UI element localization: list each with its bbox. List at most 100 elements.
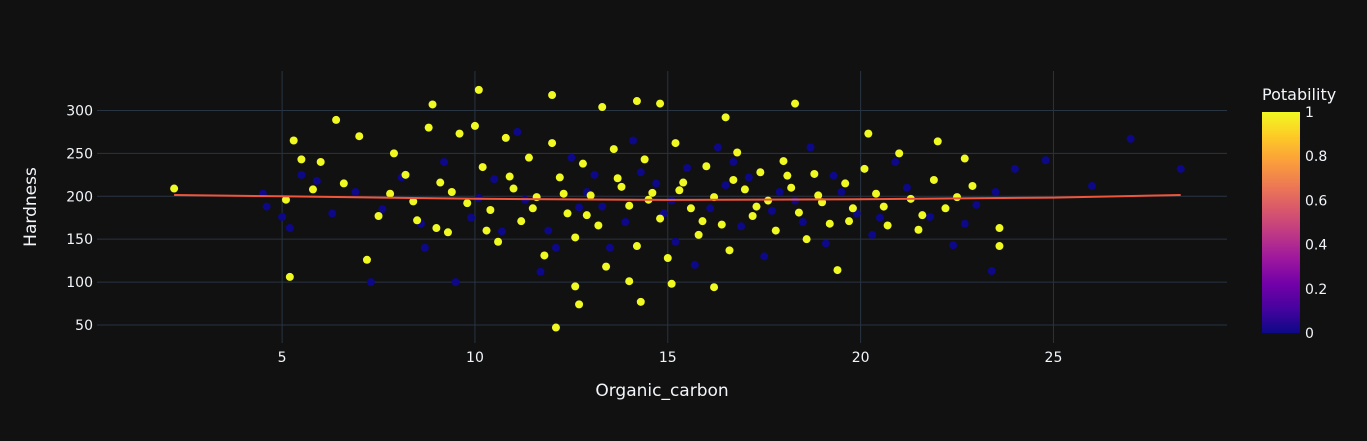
data-point xyxy=(575,300,584,309)
colorbar-tick-label: 0.8 xyxy=(1305,149,1327,165)
data-point xyxy=(494,237,503,246)
data-point xyxy=(779,157,788,166)
data-point xyxy=(725,246,734,255)
data-point xyxy=(339,179,348,188)
data-point xyxy=(721,113,730,122)
data-point xyxy=(802,235,811,244)
data-point xyxy=(613,174,622,183)
data-point xyxy=(528,204,537,213)
data-point xyxy=(960,154,969,163)
data-point xyxy=(467,213,476,222)
data-point xyxy=(729,175,738,184)
data-point xyxy=(497,227,506,236)
data-point xyxy=(551,243,560,252)
data-point xyxy=(706,204,715,213)
x-tick-label: 20 xyxy=(852,350,870,366)
data-point xyxy=(582,211,591,220)
data-point xyxy=(648,188,657,197)
data-point xyxy=(656,99,665,108)
data-point xyxy=(567,153,576,162)
data-point xyxy=(609,145,618,154)
data-point xyxy=(837,187,846,196)
data-point xyxy=(918,211,927,220)
data-point xyxy=(752,202,761,211)
colorbar-tick-label: 0.2 xyxy=(1305,282,1327,298)
data-point xyxy=(949,241,958,250)
data-point xyxy=(285,272,294,281)
data-point xyxy=(571,233,580,242)
data-point xyxy=(713,143,722,152)
data-point xyxy=(281,195,290,204)
data-point xyxy=(737,222,746,231)
y-tick-label: 300 xyxy=(66,103,93,119)
data-point xyxy=(686,204,695,213)
data-point xyxy=(798,218,807,227)
data-point xyxy=(987,266,996,275)
y-tick-label: 50 xyxy=(75,318,93,334)
data-point xyxy=(509,184,518,193)
data-point xyxy=(436,178,445,187)
data-point xyxy=(505,172,514,181)
x-tick-label: 5 xyxy=(278,350,287,366)
colorbar-gradient xyxy=(1262,112,1300,333)
data-point xyxy=(378,205,387,214)
data-point xyxy=(386,189,395,198)
data-point xyxy=(629,136,638,145)
data-point xyxy=(1010,164,1019,173)
data-point xyxy=(578,159,587,168)
data-point xyxy=(771,226,780,235)
data-point xyxy=(902,183,911,192)
data-point xyxy=(787,183,796,192)
colorbar-tick-label: 1 xyxy=(1305,105,1314,121)
data-point xyxy=(463,199,472,208)
data-point xyxy=(605,243,614,252)
data-point xyxy=(883,221,892,230)
y-tick-label: 150 xyxy=(66,232,93,248)
data-point xyxy=(571,282,580,291)
data-point xyxy=(679,178,688,187)
data-point xyxy=(667,279,676,288)
data-point xyxy=(602,262,611,271)
data-point xyxy=(968,181,977,190)
data-point xyxy=(470,121,479,130)
data-point xyxy=(513,127,522,136)
data-point xyxy=(1126,134,1135,143)
data-point xyxy=(262,202,271,211)
y-tick-label: 200 xyxy=(66,189,93,205)
data-point xyxy=(625,277,634,286)
data-point xyxy=(640,155,649,164)
data-point xyxy=(297,170,306,179)
data-point xyxy=(536,267,545,276)
data-point xyxy=(694,230,703,239)
data-point xyxy=(598,202,607,211)
data-point xyxy=(389,149,398,158)
data-point xyxy=(555,173,564,182)
data-point xyxy=(698,217,707,226)
data-point xyxy=(879,202,888,211)
data-point xyxy=(848,204,857,213)
data-point xyxy=(544,226,553,235)
data-point xyxy=(621,218,630,227)
data-point xyxy=(278,212,287,221)
data-point xyxy=(933,137,942,146)
data-point xyxy=(760,252,769,261)
data-point xyxy=(652,179,661,188)
data-point xyxy=(486,206,495,215)
data-point xyxy=(328,209,337,218)
data-point xyxy=(791,99,800,108)
data-point xyxy=(829,171,838,180)
colorbar: Potability 0 0.2 0.4 0.6 0.8 1 xyxy=(1262,85,1336,342)
data-point xyxy=(729,157,738,166)
data-point xyxy=(312,176,321,185)
data-point xyxy=(914,225,923,234)
data-point xyxy=(478,163,487,172)
data-point xyxy=(598,103,607,112)
colorbar-tick-label: 0 xyxy=(1305,326,1314,342)
data-point xyxy=(540,251,549,260)
data-point xyxy=(632,242,641,251)
x-tick-label: 10 xyxy=(466,350,484,366)
data-point xyxy=(524,153,533,162)
data-point xyxy=(671,237,680,246)
data-point xyxy=(775,187,784,196)
